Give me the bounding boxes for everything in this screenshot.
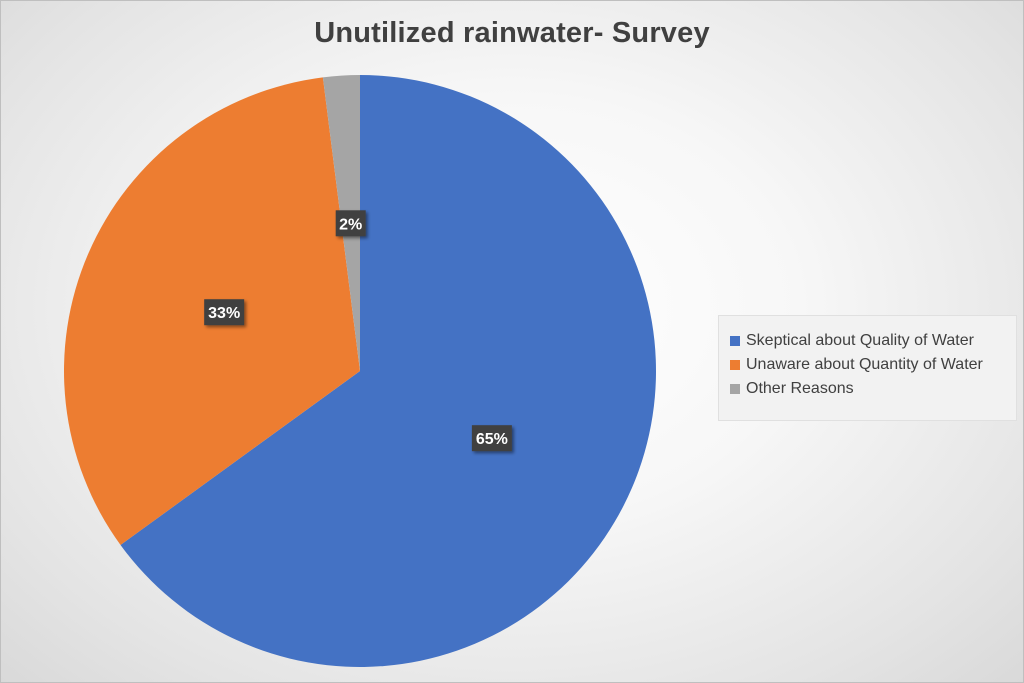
legend-item: Other Reasons	[730, 377, 1016, 401]
legend-item: Unaware about Quantity of Water	[730, 353, 1016, 377]
data-label-box	[204, 299, 245, 326]
data-label-box	[335, 210, 366, 237]
legend-label: Other Reasons	[746, 380, 854, 397]
legend-label: Unaware about Quantity of Water	[746, 356, 983, 373]
data-label-box	[471, 425, 512, 452]
legend-swatch	[730, 384, 740, 394]
data-label-text: 2%	[339, 216, 362, 233]
legend-swatch	[730, 336, 740, 346]
legend: Skeptical about Quality of Water Unaware…	[718, 315, 1017, 421]
data-label: 65%	[471, 425, 512, 452]
legend-label: Skeptical about Quality of Water	[746, 332, 974, 349]
chart-title: Unutilized rainwater- Survey	[314, 17, 710, 49]
pie-slice	[120, 75, 656, 668]
data-label: 33%	[204, 299, 245, 326]
legend-swatch	[730, 360, 740, 370]
data-label-text: 33%	[208, 305, 240, 322]
legend-item: Skeptical about Quality of Water	[730, 329, 1016, 353]
data-label: 2%	[335, 210, 366, 237]
data-label-text: 65%	[476, 431, 508, 448]
